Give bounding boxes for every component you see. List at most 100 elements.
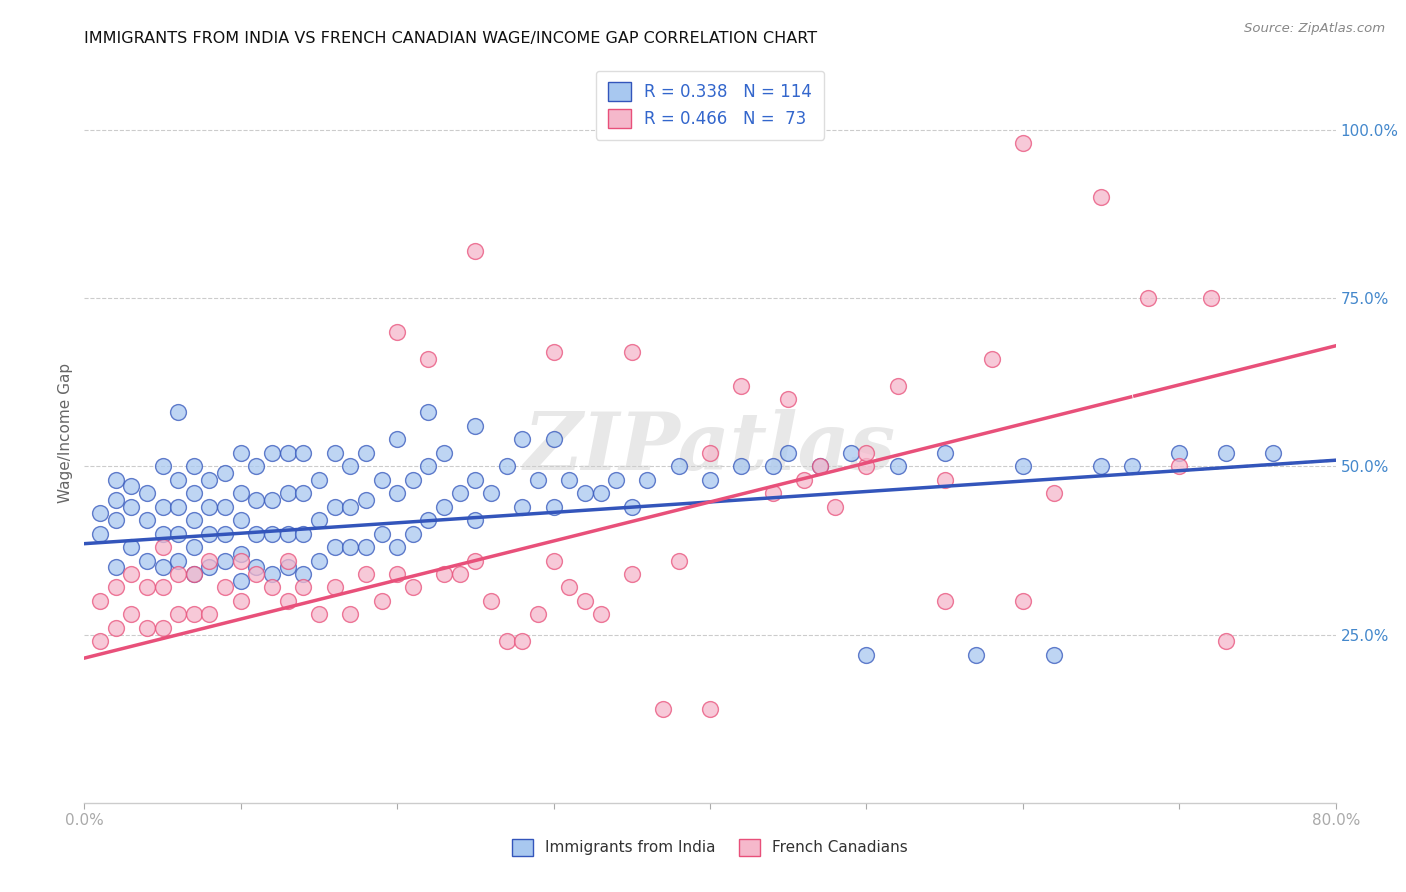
Point bbox=[449, 566, 471, 581]
Point bbox=[152, 540, 174, 554]
Point bbox=[558, 473, 581, 487]
Point bbox=[637, 473, 659, 487]
Point bbox=[323, 500, 346, 514]
Point bbox=[120, 500, 142, 514]
Point bbox=[1121, 459, 1143, 474]
Point bbox=[292, 581, 315, 595]
Point bbox=[855, 446, 877, 460]
Point bbox=[104, 513, 127, 527]
Point bbox=[167, 566, 190, 581]
Point bbox=[1168, 446, 1191, 460]
Point bbox=[214, 581, 236, 595]
Point bbox=[543, 344, 565, 359]
Point bbox=[354, 446, 377, 460]
Point bbox=[839, 446, 862, 460]
Point bbox=[277, 486, 299, 500]
Point bbox=[699, 473, 721, 487]
Point bbox=[245, 526, 267, 541]
Point bbox=[245, 560, 267, 574]
Point bbox=[385, 540, 409, 554]
Point bbox=[245, 566, 267, 581]
Point bbox=[308, 553, 330, 567]
Point bbox=[887, 459, 910, 474]
Point bbox=[339, 500, 361, 514]
Point bbox=[89, 507, 111, 521]
Point bbox=[308, 473, 330, 487]
Point bbox=[229, 553, 252, 567]
Point bbox=[183, 607, 205, 622]
Point bbox=[965, 648, 987, 662]
Point bbox=[762, 486, 785, 500]
Point bbox=[730, 459, 752, 474]
Point bbox=[464, 553, 486, 567]
Point bbox=[136, 553, 159, 567]
Point bbox=[245, 459, 267, 474]
Point bbox=[464, 513, 486, 527]
Point bbox=[214, 500, 236, 514]
Point bbox=[385, 486, 409, 500]
Point bbox=[152, 560, 174, 574]
Point bbox=[262, 492, 284, 507]
Point bbox=[120, 540, 142, 554]
Point bbox=[136, 486, 159, 500]
Point bbox=[418, 351, 440, 366]
Point bbox=[1012, 459, 1035, 474]
Point bbox=[512, 500, 534, 514]
Point bbox=[589, 607, 612, 622]
Point bbox=[214, 526, 236, 541]
Point bbox=[104, 621, 127, 635]
Point bbox=[402, 473, 425, 487]
Point bbox=[323, 446, 346, 460]
Point bbox=[308, 607, 330, 622]
Point bbox=[1199, 291, 1222, 305]
Point bbox=[1215, 634, 1237, 648]
Text: ZIPatlas: ZIPatlas bbox=[524, 409, 896, 486]
Point bbox=[229, 486, 252, 500]
Point bbox=[793, 473, 815, 487]
Point bbox=[167, 526, 190, 541]
Point bbox=[1090, 190, 1112, 204]
Point bbox=[668, 459, 690, 474]
Point bbox=[104, 492, 127, 507]
Point bbox=[152, 526, 174, 541]
Point bbox=[1090, 459, 1112, 474]
Point bbox=[120, 479, 142, 493]
Point bbox=[418, 405, 440, 419]
Point bbox=[512, 433, 534, 447]
Point bbox=[183, 566, 205, 581]
Point bbox=[495, 459, 517, 474]
Point bbox=[433, 446, 456, 460]
Point bbox=[934, 594, 956, 608]
Point bbox=[354, 566, 377, 581]
Point bbox=[183, 513, 205, 527]
Y-axis label: Wage/Income Gap: Wage/Income Gap bbox=[58, 362, 73, 503]
Point bbox=[433, 500, 456, 514]
Point bbox=[1043, 648, 1066, 662]
Point bbox=[152, 621, 174, 635]
Point bbox=[824, 500, 846, 514]
Point bbox=[292, 446, 315, 460]
Point bbox=[89, 634, 111, 648]
Point bbox=[479, 594, 502, 608]
Point bbox=[354, 492, 377, 507]
Point bbox=[574, 594, 596, 608]
Point bbox=[527, 473, 550, 487]
Point bbox=[605, 473, 627, 487]
Point bbox=[778, 392, 800, 406]
Point bbox=[152, 500, 174, 514]
Point bbox=[934, 473, 956, 487]
Point bbox=[980, 351, 1002, 366]
Point bbox=[152, 581, 174, 595]
Point bbox=[262, 581, 284, 595]
Point bbox=[543, 500, 565, 514]
Point bbox=[1263, 446, 1285, 460]
Point bbox=[1168, 459, 1191, 474]
Point bbox=[934, 446, 956, 460]
Point bbox=[339, 540, 361, 554]
Point bbox=[323, 540, 346, 554]
Point bbox=[354, 540, 377, 554]
Point bbox=[385, 433, 409, 447]
Point bbox=[104, 473, 127, 487]
Point bbox=[855, 648, 877, 662]
Point bbox=[385, 325, 409, 339]
